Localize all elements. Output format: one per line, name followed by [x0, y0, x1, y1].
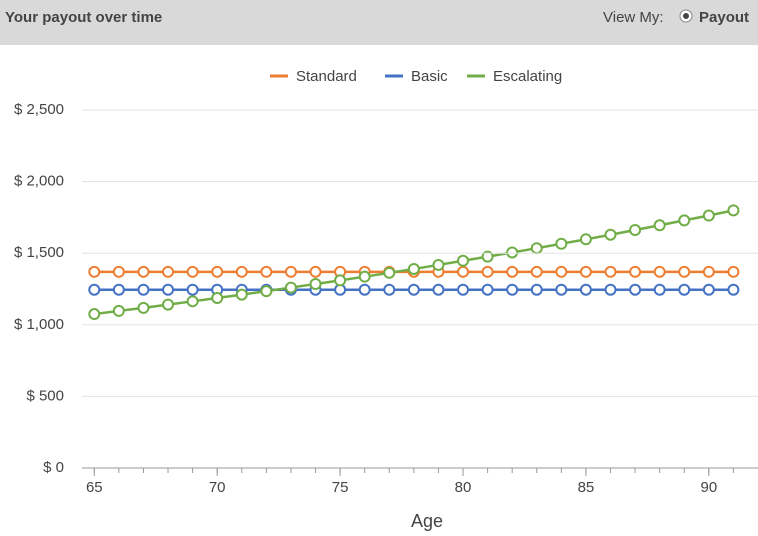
data-point: [653, 265, 666, 278]
data-point: [506, 283, 519, 296]
data-point: [727, 283, 740, 296]
data-point: [186, 295, 199, 308]
data-point: [653, 283, 666, 296]
data-point: [284, 281, 297, 294]
data-point: [432, 258, 445, 271]
data-point: [653, 219, 666, 232]
legend-label: Escalating: [493, 68, 562, 85]
data-point: [309, 277, 322, 290]
data-point: [432, 283, 445, 296]
data-point: [678, 214, 691, 227]
radio-dot: [683, 13, 689, 19]
data-point: [629, 224, 642, 237]
data-point: [186, 265, 199, 278]
data-point: [678, 283, 691, 296]
data-point: [334, 274, 347, 287]
data-point: [162, 265, 175, 278]
data-point: [137, 301, 150, 314]
header-title: Your payout over time: [5, 9, 162, 26]
data-point: [383, 283, 396, 296]
data-point: [481, 250, 494, 263]
data-point: [530, 265, 543, 278]
data-point: [260, 285, 273, 298]
view-option[interactable]: Payout: [699, 9, 749, 26]
y-tick-label: $ 500: [26, 387, 64, 404]
y-tick-label: $ 0: [43, 459, 64, 476]
data-point: [309, 265, 322, 278]
data-point: [407, 283, 420, 296]
data-point: [137, 283, 150, 296]
x-tick-label: 85: [578, 479, 595, 496]
data-point: [604, 265, 617, 278]
data-point: [457, 283, 470, 296]
y-tick-label: $ 1,000: [14, 316, 64, 333]
data-point: [629, 265, 642, 278]
data-point: [284, 265, 297, 278]
data-point: [235, 265, 248, 278]
data-point: [579, 233, 592, 246]
data-point: [727, 204, 740, 217]
data-point: [162, 298, 175, 311]
y-tick-label: $ 2,500: [14, 101, 64, 118]
data-point: [88, 283, 101, 296]
legend-label: Basic: [411, 68, 448, 85]
y-tick-label: $ 1,500: [14, 244, 64, 261]
data-point: [88, 265, 101, 278]
data-point: [727, 265, 740, 278]
data-point: [702, 209, 715, 222]
data-point: [407, 262, 420, 275]
data-point: [112, 283, 125, 296]
view-label: View My:: [603, 9, 664, 26]
data-point: [702, 283, 715, 296]
data-point: [604, 283, 617, 296]
data-point: [629, 283, 642, 296]
data-point: [506, 265, 519, 278]
data-point: [530, 283, 543, 296]
data-point: [457, 265, 470, 278]
data-point: [604, 228, 617, 241]
data-point: [579, 283, 592, 296]
data-point: [481, 265, 494, 278]
x-tick-label: 70: [209, 479, 226, 496]
data-point: [530, 242, 543, 255]
data-point: [678, 265, 691, 278]
data-point: [88, 308, 101, 321]
legend-label: Standard: [296, 68, 357, 85]
data-point: [506, 246, 519, 259]
x-tick-label: 75: [332, 479, 349, 496]
data-point: [481, 283, 494, 296]
data-point: [579, 265, 592, 278]
data-point: [235, 288, 248, 301]
y-tick-label: $ 2,000: [14, 173, 64, 190]
data-point: [137, 265, 150, 278]
data-point: [211, 265, 224, 278]
x-tick-label: 80: [455, 479, 472, 496]
data-point: [186, 283, 199, 296]
data-point: [358, 270, 371, 283]
data-point: [260, 265, 273, 278]
data-point: [555, 283, 568, 296]
data-point: [383, 266, 396, 279]
data-point: [358, 283, 371, 296]
data-point: [211, 292, 224, 305]
x-tick-label: 65: [86, 479, 103, 496]
data-point: [112, 304, 125, 317]
data-point: [112, 265, 125, 278]
x-axis-title: Age: [411, 511, 443, 531]
data-point: [555, 237, 568, 250]
data-point: [555, 265, 568, 278]
data-point: [457, 254, 470, 267]
data-point: [162, 283, 175, 296]
header-bar: [0, 0, 758, 45]
data-point: [702, 265, 715, 278]
x-tick-label: 90: [700, 479, 717, 496]
